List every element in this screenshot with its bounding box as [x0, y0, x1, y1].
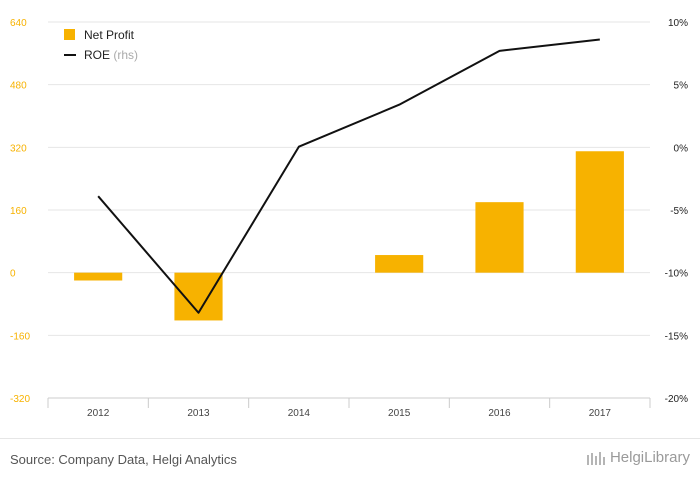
y-right-tick-label: -15%: [665, 331, 688, 342]
bar-net-profit: [475, 202, 524, 273]
x-tick-label: 2012: [87, 408, 110, 419]
y-left-tick-label: 640: [10, 18, 27, 29]
x-tick-label: 2013: [187, 408, 210, 419]
legend-label-net-profit: Net Profit: [84, 28, 135, 42]
y-right-tick-label: 10%: [668, 18, 688, 29]
y-left-tick-label: 0: [10, 269, 16, 280]
bar-net-profit: [74, 272, 123, 281]
y-left-tick-label: 320: [10, 143, 27, 154]
x-tick-label: 2017: [589, 408, 612, 419]
line-roe: [97, 38, 600, 314]
x-tick-label: 2014: [288, 408, 311, 419]
y-left-tick-label: -160: [10, 331, 30, 342]
legend-label-roe: ROE (rhs): [84, 48, 138, 62]
library-icon: [586, 450, 606, 466]
y-left-tick-label: 480: [10, 81, 27, 92]
y-left-tick-label: 160: [10, 206, 27, 217]
y-right-tick-label: 5%: [674, 81, 689, 92]
y-right-tick-label: -10%: [665, 269, 688, 280]
legend-swatch-net-profit: [64, 29, 75, 40]
x-tick-label: 2016: [488, 408, 511, 419]
y-right-tick-label: -20%: [665, 394, 688, 405]
legend-label-suffix: (rhs): [110, 48, 138, 62]
helgi-library-logo[interactable]: HelgiLibrary: [586, 449, 690, 466]
y-right-tick-label: -5%: [670, 206, 688, 217]
footer: Source: Company Data, Helgi Analytics He…: [0, 438, 700, 484]
chart-svg: 640 480 320 160 0 -160 -320 10% 5% 0% -5% -10% -15% -…: [10, 18, 689, 419]
x-tick-label: 2015: [388, 408, 411, 419]
bar-net-profit: [375, 255, 424, 273]
bar-net-profit: [575, 151, 624, 273]
brand-name: HelgiLibrary: [609, 449, 690, 466]
y-left-tick-label: -320: [10, 394, 30, 405]
source-text: Source: Company Data, Helgi Analytics: [10, 452, 237, 467]
y-right-tick-label: 0%: [674, 143, 689, 154]
